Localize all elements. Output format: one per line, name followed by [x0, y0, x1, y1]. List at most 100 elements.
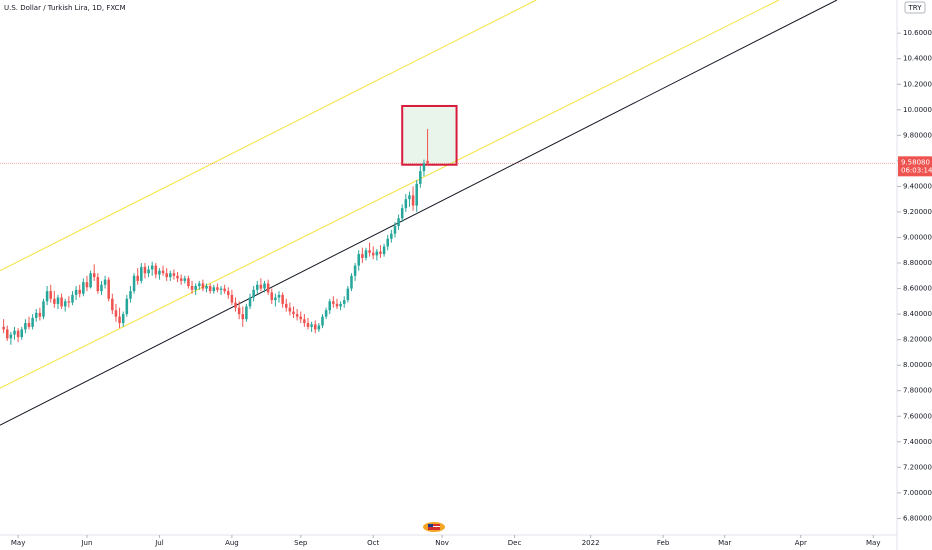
- candle-body: [45, 291, 49, 302]
- chart-title: U.S. Dollar / Turkish Lira, 1D, FXCM: [4, 4, 126, 12]
- y-tick-label: 7.80000: [903, 387, 932, 395]
- candle-body: [386, 238, 389, 247]
- y-tick-label: 8.60000: [903, 285, 932, 293]
- candle-body: [129, 291, 132, 299]
- x-tick-label: Feb: [657, 539, 670, 547]
- candle-body: [150, 265, 154, 270]
- y-tick-label: 9.80000: [903, 131, 932, 139]
- candle-body: [415, 183, 418, 206]
- candle-body: [201, 283, 205, 289]
- candle-body: [313, 324, 317, 330]
- y-tick-label: 7.60000: [903, 412, 932, 420]
- trendline: [0, 0, 780, 389]
- y-tick-label: 8.00000: [903, 361, 932, 369]
- candle-body: [252, 289, 255, 298]
- candle-body: [266, 283, 270, 293]
- candle-body: [31, 317, 34, 327]
- y-tick-label: 10.20000: [903, 80, 932, 88]
- candle-body: [53, 298, 56, 304]
- candle-body: [27, 323, 31, 327]
- x-tick-label: Aug: [225, 539, 239, 547]
- y-tick-label: 9.00000: [903, 233, 932, 241]
- candle-body: [281, 294, 284, 304]
- candle-body: [353, 265, 357, 276]
- candle-body: [34, 312, 38, 318]
- candle-body: [118, 316, 121, 324]
- candle-body: [219, 288, 223, 290]
- candle-body: [24, 323, 27, 330]
- candle-body: [111, 298, 114, 311]
- x-tick-label: 2022: [582, 539, 600, 547]
- candle-body: [154, 265, 158, 275]
- candle-body: [422, 163, 426, 172]
- candle-body: [241, 314, 245, 320]
- candle-body: [292, 311, 295, 315]
- candle-body: [393, 226, 397, 234]
- candle-body: [198, 283, 201, 287]
- candle-body: [419, 171, 422, 184]
- candle-body: [190, 286, 194, 290]
- candle-body: [299, 316, 303, 320]
- candle-body: [13, 330, 16, 335]
- candle-body: [397, 218, 400, 227]
- candle-body: [205, 286, 208, 289]
- candle-body: [230, 294, 234, 303]
- y-tick-label: 9.20000: [903, 208, 932, 216]
- y-tick-label: 7.40000: [903, 438, 932, 446]
- candle-body: [179, 278, 183, 281]
- candle-body: [288, 307, 292, 312]
- candle-body: [114, 310, 118, 317]
- candle-body: [346, 288, 350, 301]
- candle-body: [342, 300, 346, 304]
- flag-stripe[interactable]: [428, 526, 440, 527]
- y-tick-label: 7.00000: [903, 489, 932, 497]
- candle-body: [295, 314, 299, 317]
- candle-body: [147, 269, 150, 274]
- candle-body: [237, 307, 241, 315]
- candle-body: [426, 160, 429, 164]
- trendline: [0, 0, 537, 272]
- candle-body: [71, 294, 74, 303]
- candle-body: [306, 323, 310, 327]
- candle-body: [78, 289, 81, 294]
- candle-body: [49, 291, 52, 299]
- candle-body: [411, 195, 415, 206]
- candle-body: [255, 284, 259, 290]
- candle-body: [379, 251, 382, 255]
- candle-body: [89, 273, 92, 288]
- candle-body: [375, 251, 379, 256]
- candle-body: [212, 287, 216, 292]
- candle-body: [400, 208, 404, 219]
- x-tick-label: Nov: [435, 539, 449, 547]
- candle-body: [38, 312, 42, 317]
- plot-area: [0, 0, 895, 426]
- candle-body: [357, 254, 360, 266]
- currency[interactable]: TRY: [908, 4, 923, 12]
- y-tick-label: 10.40000: [903, 55, 932, 63]
- x-tick-label: May: [11, 539, 25, 547]
- y-tick-label: 10.00000: [903, 106, 932, 114]
- candle-body: [335, 303, 339, 307]
- candle-body: [63, 301, 67, 307]
- x-tick-label: Oct: [367, 539, 379, 547]
- candle-body: [74, 289, 78, 295]
- candle-body: [85, 282, 89, 288]
- candle-body: [408, 195, 411, 200]
- x-tick-label: Dec: [508, 539, 522, 547]
- candle-body: [364, 250, 368, 258]
- trendline: [0, 0, 838, 426]
- candle-body: [56, 297, 60, 304]
- candle-body: [140, 266, 143, 281]
- candle-body: [339, 303, 342, 307]
- candle-body: [216, 287, 219, 290]
- candle-body: [121, 314, 125, 324]
- currency-box[interactable]: [904, 1, 926, 14]
- candle-body: [96, 277, 100, 292]
- flag-icon[interactable]: [423, 522, 445, 532]
- candle-body: [183, 278, 187, 281]
- last-price-label: 9.58080: [901, 158, 930, 166]
- flag-canton[interactable]: [428, 524, 433, 527]
- candle-body: [324, 310, 328, 317]
